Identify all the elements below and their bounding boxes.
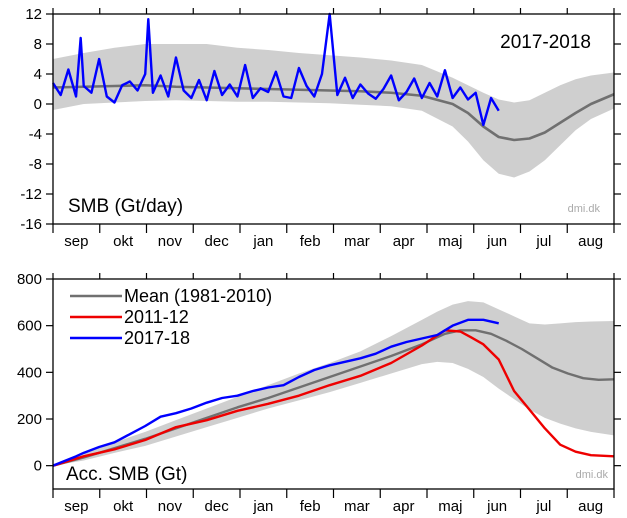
month-label: jan	[252, 498, 273, 515]
y-tick-label: -8	[29, 156, 42, 173]
legend-entry: 2011-12	[124, 307, 189, 327]
daily-chart-title: 2017-2018	[500, 32, 591, 53]
daily-smb-chart: -16 -12 -8 -4 0 4 8 12 sep okt nov dec jan feb mar apr…	[20, 6, 621, 250]
daily-credit: dmi.dk	[568, 203, 601, 215]
daily-series-lines	[51, 12, 615, 142]
month-label: jan	[252, 233, 273, 250]
accumulated-smb-chart: 0 200 400 600 800 sep okt nov dec jan feb mar apr ma…	[17, 271, 621, 515]
daily-x-axis: sep okt nov dec jan feb mar apr maj jun jul aug	[52, 8, 615, 250]
daily-range-band	[53, 44, 614, 178]
month-label: maj	[438, 233, 462, 250]
month-label: sep	[64, 498, 88, 515]
month-label: dec	[205, 233, 230, 250]
month-label: jun	[486, 233, 507, 250]
y-tick-label: 0	[34, 458, 42, 475]
month-label: okt	[113, 498, 134, 515]
month-label: okt	[113, 233, 134, 250]
month-label: dec	[205, 498, 230, 515]
legend-entry: Mean (1981-2010)	[124, 286, 272, 306]
accumulated-x-axis: sep okt nov dec jan feb mar apr maj jun jul aug	[52, 273, 615, 515]
month-label: apr	[393, 498, 415, 515]
y-tick-label: 800	[17, 271, 42, 288]
daily-y-label: SMB (Gt/day)	[68, 196, 183, 217]
month-label: maj	[438, 498, 462, 515]
y-tick-label: 0	[34, 96, 42, 113]
y-tick-label: 8	[34, 36, 42, 53]
range-band	[53, 44, 614, 178]
y-tick-label: -12	[20, 186, 42, 203]
series-line-2017-18	[52, 318, 499, 467]
accumulated-credit: dmi.dk	[576, 469, 609, 481]
month-label: feb	[300, 498, 321, 515]
month-label: jun	[486, 498, 507, 515]
month-label: nov	[158, 233, 183, 250]
month-label: nov	[158, 498, 183, 515]
month-label: apr	[393, 233, 415, 250]
month-label: sep	[64, 233, 88, 250]
month-label: mar	[344, 498, 370, 515]
y-tick-label: 12	[25, 6, 42, 23]
y-tick-label: 600	[17, 318, 42, 335]
accumulated-y-axis: 0 200 400 600 800	[17, 271, 621, 475]
series-line-2017-18	[51, 12, 500, 127]
series-line-2011-12	[52, 329, 615, 467]
month-label: mar	[344, 233, 370, 250]
accumulated-series-lines	[52, 318, 615, 467]
daily-y-axis: -16 -12 -8 -4 0 4 8 12	[20, 6, 621, 233]
month-label: aug	[578, 233, 603, 250]
month-label: aug	[578, 498, 603, 515]
y-tick-label: 4	[34, 66, 42, 83]
month-label: jul	[535, 498, 551, 515]
y-tick-label: 400	[17, 364, 42, 381]
month-label: feb	[300, 233, 321, 250]
y-tick-label: -16	[20, 216, 42, 233]
legend-entry: 2017-18	[124, 328, 190, 348]
month-label: jul	[535, 233, 551, 250]
y-tick-label: -4	[29, 126, 42, 143]
accumulated-y-label: Acc. SMB (Gt)	[66, 464, 187, 485]
y-tick-label: 200	[17, 411, 42, 428]
